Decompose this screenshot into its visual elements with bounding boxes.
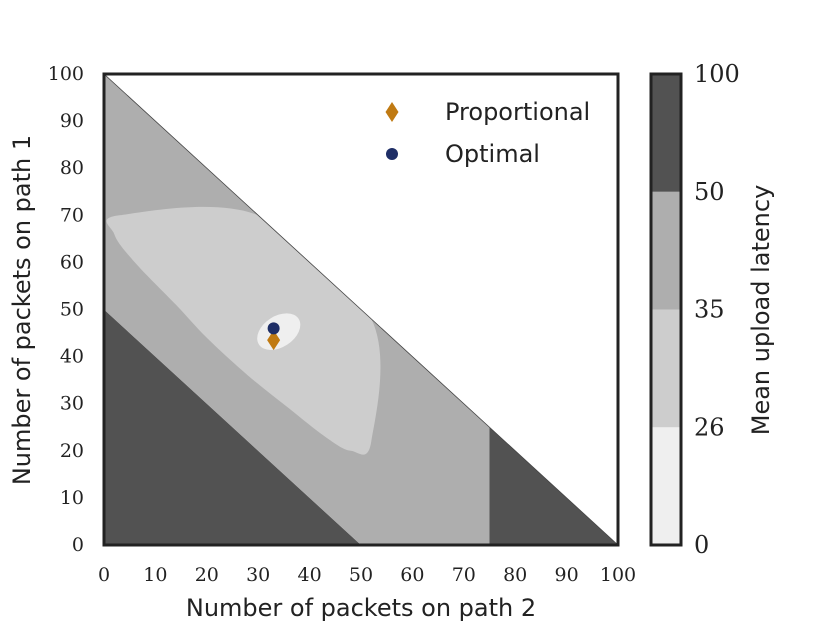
y-axis-label: Number of packets on path 1 <box>8 135 36 485</box>
colorbar-tick-label: 0 <box>694 531 709 559</box>
y-tick-label: 20 <box>60 440 84 462</box>
colorbar: 0 26 35 50 100 <box>649 60 740 559</box>
x-tick-label: 50 <box>349 564 373 586</box>
x-tick-label: 40 <box>298 564 322 586</box>
proportional-point <box>267 330 281 351</box>
x-tick-label: 20 <box>195 564 219 586</box>
feasibility-boundary <box>103 73 619 546</box>
y-tick-label: 80 <box>60 157 84 179</box>
x-tick-label: 60 <box>400 564 424 586</box>
data-markers <box>267 322 281 351</box>
colorbar-segment <box>651 427 681 545</box>
y-tick-label: 50 <box>60 299 84 321</box>
colorbar-tick-label: 100 <box>694 60 740 88</box>
x-tick-label: 90 <box>555 564 579 586</box>
optimal-legend-marker <box>386 148 398 160</box>
y-tick-label: 100 <box>48 63 84 85</box>
y-tick-label: 30 <box>60 393 84 415</box>
colorbar-segment <box>651 74 681 192</box>
optimal-point <box>267 322 280 335</box>
plot-frame <box>102 72 620 547</box>
x-axis-label: Number of packets on path 2 <box>186 594 536 622</box>
x-tick-label: 70 <box>452 564 476 586</box>
colorbar-tick-label: 26 <box>694 413 725 441</box>
proportional-legend-label: Proportional <box>445 98 590 126</box>
y-tick-label: 10 <box>60 487 84 509</box>
y-tick-label: 70 <box>60 204 84 226</box>
colorbar-segment <box>651 191 681 310</box>
x-tick-label: 10 <box>143 564 167 586</box>
y-tick-label: 60 <box>60 251 84 273</box>
y-tick-label: 0 <box>72 534 84 556</box>
y-tick-label: 40 <box>60 346 84 368</box>
x-tick-label: 30 <box>246 564 270 586</box>
colorbar-tick-label: 35 <box>694 296 725 324</box>
contour-region-26-35 <box>106 206 381 455</box>
legend: Proportional Optimal <box>385 98 590 168</box>
colorbar-frame <box>649 72 683 547</box>
proportional-legend-marker <box>385 102 399 122</box>
x-tick-labels: 0 10 20 30 40 50 60 70 80 90 100 <box>98 564 636 586</box>
colorbar-tick-label: 50 <box>694 178 725 206</box>
y-tick-labels: 0 10 20 30 40 50 60 70 80 90 100 <box>48 63 84 556</box>
y-tick-label: 90 <box>60 110 84 132</box>
x-tick-label: 0 <box>98 564 110 586</box>
colorbar-label: Mean upload latency <box>747 185 775 436</box>
x-tick-label: 100 <box>600 564 636 586</box>
x-tick-label: 80 <box>503 564 527 586</box>
colorbar-segment <box>651 309 681 428</box>
optimal-legend-label: Optimal <box>445 140 540 168</box>
